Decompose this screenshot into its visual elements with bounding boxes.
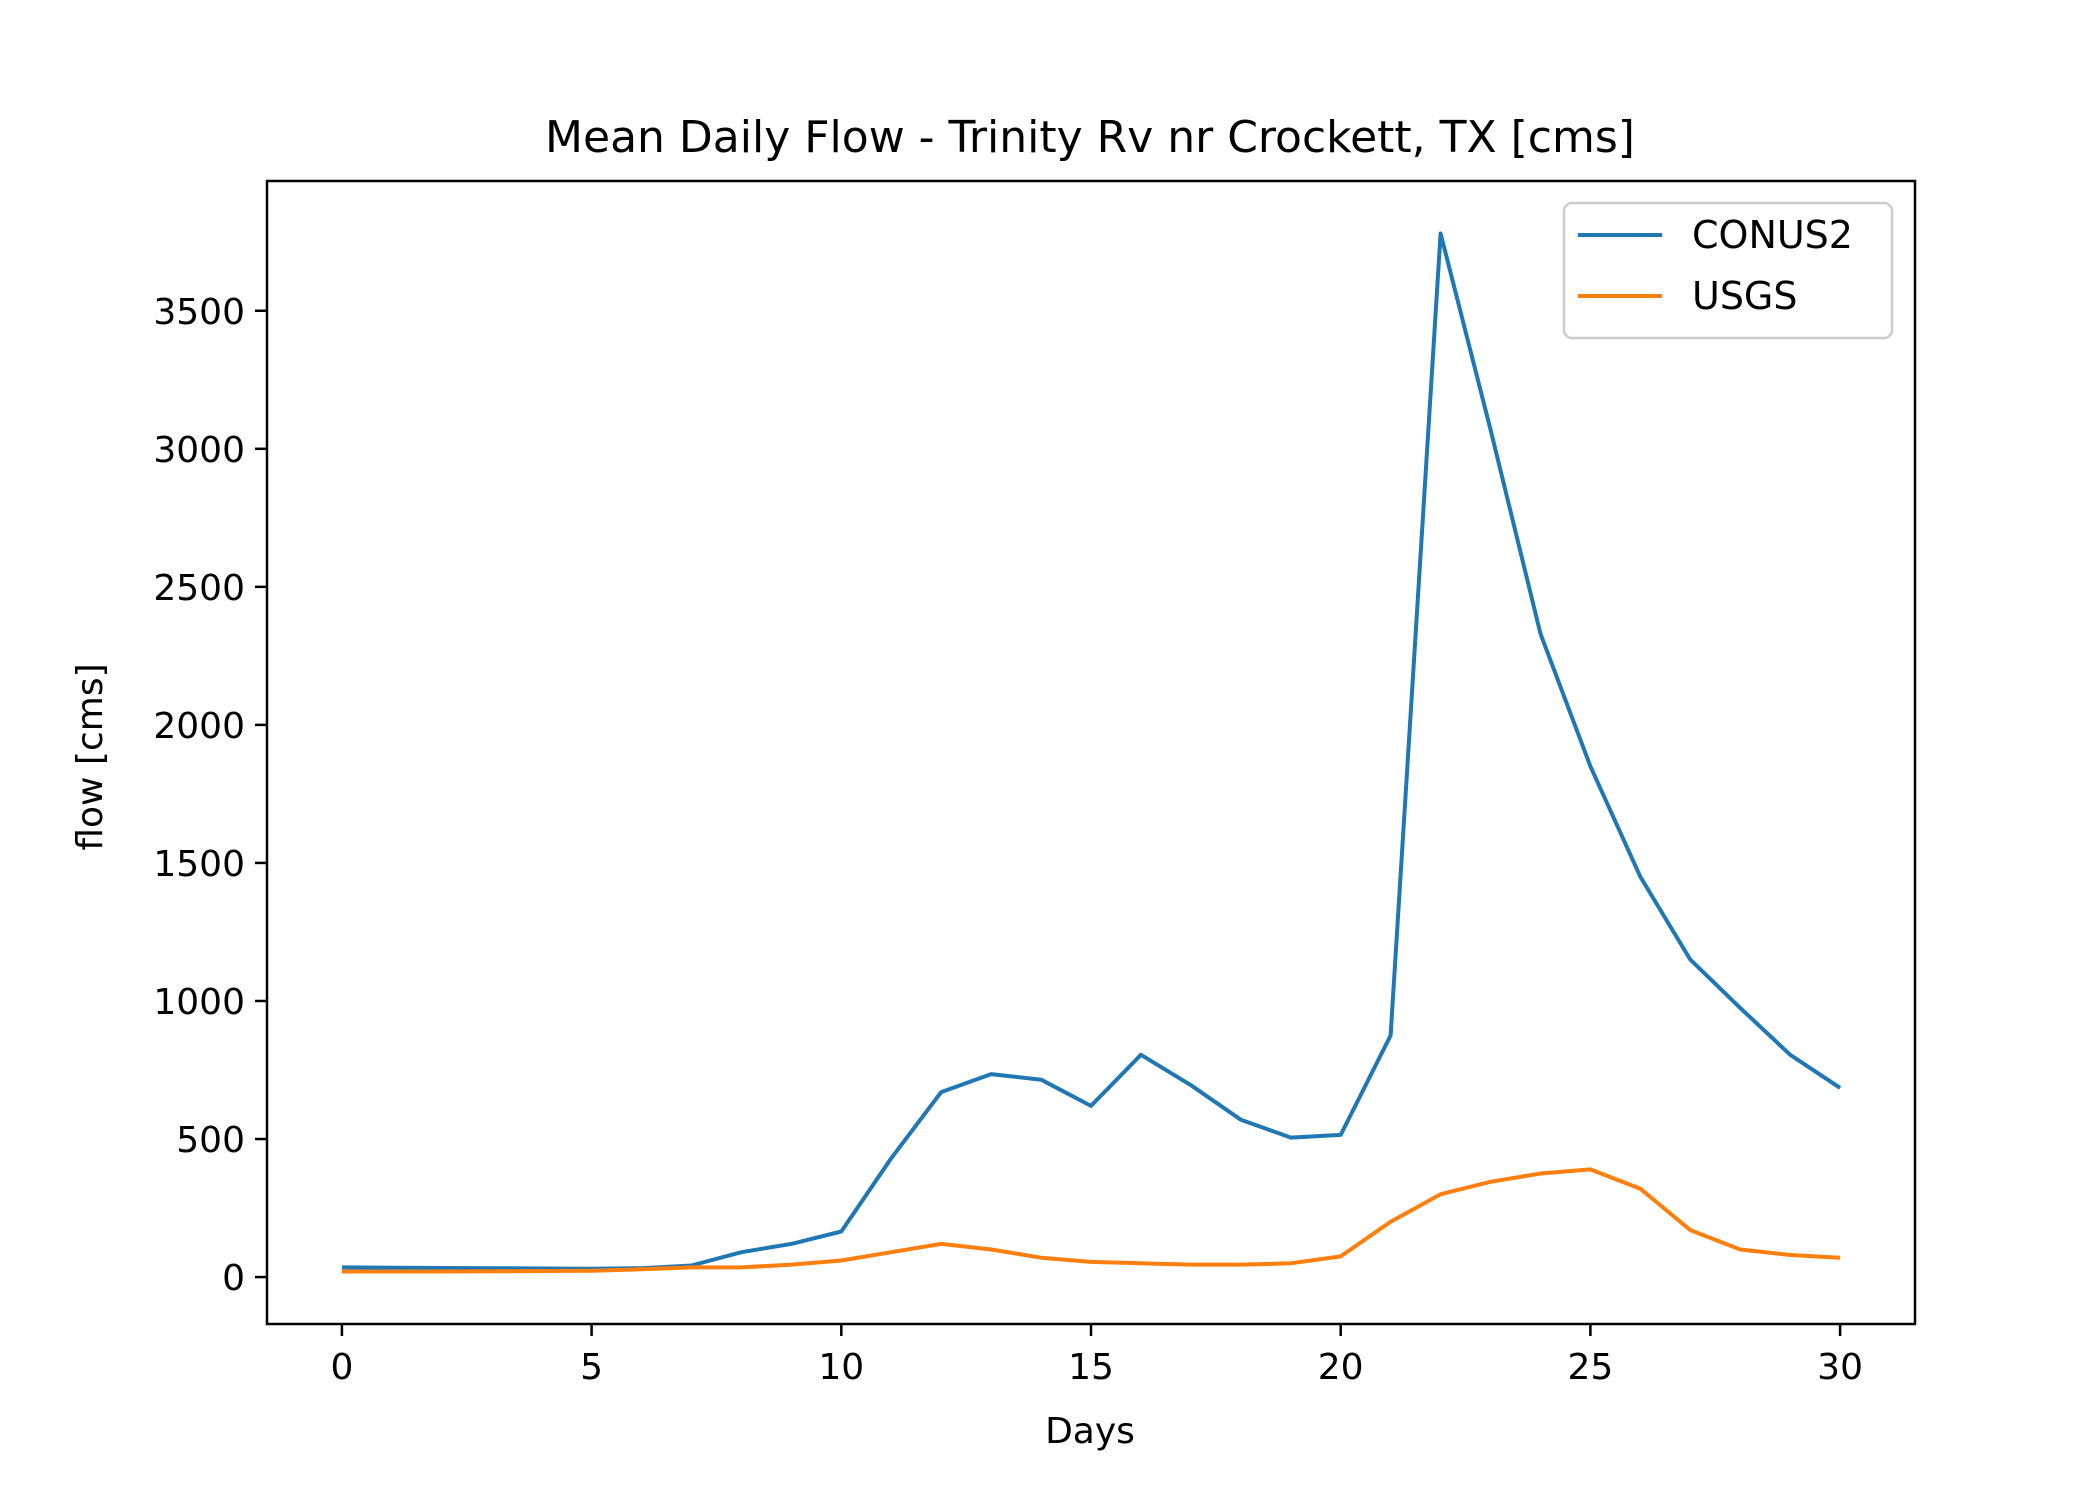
y-tick-label: 3000 [153, 430, 245, 471]
series-line-conus2 [341, 231, 1842, 1271]
y-tick-label: 1000 [153, 982, 245, 1023]
x-axis-label: Days [1045, 1411, 1135, 1452]
y-tick-label: 3500 [153, 292, 245, 333]
x-tick-label: 30 [1817, 1347, 1863, 1388]
x-tick-label: 0 [330, 1347, 353, 1388]
legend-label-usgs: USGS [1692, 274, 1798, 318]
y-tick-label: 1500 [153, 844, 245, 885]
y-tick-label: 2000 [153, 706, 245, 747]
y-tick-label: 0 [222, 1258, 245, 1299]
series-lines [341, 231, 1842, 1274]
y-axis-label: flow [cms] [70, 663, 111, 850]
axis-ticks: 0 5 10 15 20 25 30 0 500 1000 1500 2000 2500 3000 3500 [153, 292, 1863, 1388]
x-tick-label: 20 [1318, 1347, 1364, 1388]
legend-label-conus2: CONUS2 [1692, 213, 1853, 257]
x-tick-label: 15 [1068, 1347, 1114, 1388]
y-tick-label: 2500 [153, 568, 245, 609]
x-tick-label: 5 [580, 1347, 603, 1388]
x-tick-label: 25 [1567, 1347, 1613, 1388]
series-line-usgs [341, 1167, 1841, 1274]
chart-title: Mean Daily Flow - Trinity Rv nr Crockett… [545, 112, 1635, 163]
plot-area-frame [265, 179, 1917, 1326]
legend: CONUS2 USGS [1562, 201, 1894, 340]
x-tick-label: 10 [818, 1347, 864, 1388]
y-tick-label: 500 [176, 1120, 245, 1161]
